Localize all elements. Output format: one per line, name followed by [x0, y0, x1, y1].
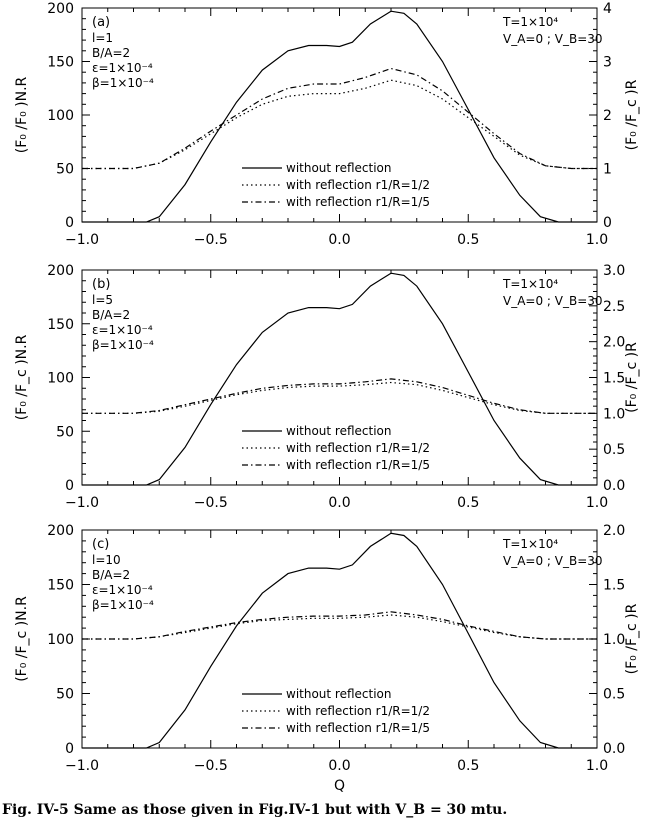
y-left-axis-label: (F₀ /F_c )N.R [14, 334, 30, 420]
y-right-tick-label: 1.5 [603, 578, 625, 594]
parameter-label: l=5 [92, 293, 113, 307]
y-left-tick-label: 100 [47, 108, 74, 124]
y-right-tick-label: 0.0 [603, 741, 625, 757]
y-right-tick-label: 2 [603, 108, 612, 124]
parameter-label: l=1 [92, 31, 113, 45]
y-right-tick-label: 0.0 [603, 478, 625, 494]
parameter-label: β=1×10⁻⁴ [92, 598, 154, 612]
parameter-label: B/A=2 [92, 568, 130, 582]
x-tick-label: 0.0 [328, 232, 350, 248]
legend-label: with reflection r1/R=1/5 [286, 721, 430, 735]
series-line [82, 614, 597, 640]
parameter-label: β=1×10⁻⁴ [92, 338, 154, 352]
legend-label: without reflection [286, 424, 392, 438]
y-left-tick-label: 100 [47, 632, 74, 648]
y-right-tick-label: 3 [603, 55, 612, 71]
x-tick-label: −1.0 [65, 758, 99, 774]
y-left-tick-label: 0 [65, 215, 74, 231]
y-right-tick-label: 2.5 [603, 299, 625, 315]
y-right-tick-label: 1.5 [603, 371, 625, 387]
parameter-label: V_A=0 ; V_B=30 [503, 294, 603, 308]
x-axis-label: Q [334, 778, 345, 794]
series-line [82, 10, 597, 223]
legend-label: with reflection r1/R=1/5 [286, 458, 430, 472]
y-left-tick-label: 150 [47, 55, 74, 71]
y-left-tick-label: 150 [47, 317, 74, 333]
y-left-tick-label: 150 [47, 578, 74, 594]
y-right-tick-label: 1.0 [603, 406, 625, 422]
x-tick-label: −0.5 [194, 495, 228, 511]
x-tick-label: 0.0 [328, 758, 350, 774]
x-tick-label: 0.5 [457, 232, 479, 248]
y-right-axis-label: (F₀ /F_c )R [624, 342, 640, 413]
parameter-label: V_A=0 ; V_B=30 [503, 32, 603, 46]
parameter-label: T=1×10⁴ [502, 537, 558, 551]
parameter-label: B/A=2 [92, 308, 130, 322]
parameter-label: l=10 [92, 553, 121, 567]
series-line [82, 381, 597, 414]
y-right-tick-label: 1.0 [603, 632, 625, 648]
x-tick-label: −1.0 [65, 495, 99, 511]
figure-caption: Fig. IV-5 Same as those given in Fig.IV-… [2, 802, 508, 818]
x-tick-label: −0.5 [194, 758, 228, 774]
panel-label: (c) [92, 537, 109, 552]
x-tick-label: 0.0 [328, 495, 350, 511]
y-left-tick-label: 0 [65, 741, 74, 757]
y-right-tick-label: 0.5 [603, 442, 625, 458]
y-left-tick-label: 50 [56, 162, 74, 178]
legend-label: with reflection r1/R=1/2 [286, 441, 430, 455]
parameter-label: ε=1×10⁻⁴ [92, 61, 153, 75]
x-tick-label: 1.0 [586, 232, 608, 248]
chart-panel-3: −1.0 −0.5 0.0 0.5 1.0 0 50 100 150 200 0.0 0.5 1.0 1.… [14, 523, 640, 794]
parameter-label: V_A=0 ; V_B=30 [503, 554, 603, 568]
y-right-axis-label: (F₀ /F_c )R [624, 603, 640, 674]
panel-label: (a) [92, 15, 110, 30]
x-tick-label: 0.5 [457, 758, 479, 774]
x-tick-label: 1.0 [586, 495, 608, 511]
series-line [82, 378, 597, 414]
y-left-tick-label: 50 [56, 687, 74, 703]
y-left-tick-label: 100 [47, 371, 74, 387]
legend-label: with reflection r1/R=1/5 [286, 195, 430, 209]
y-left-tick-label: 200 [47, 523, 74, 539]
y-left-tick-label: 200 [47, 263, 74, 279]
x-tick-label: 1.0 [586, 758, 608, 774]
y-right-tick-label: 3.0 [603, 263, 625, 279]
x-tick-label: −1.0 [65, 232, 99, 248]
legend-label: without reflection [286, 687, 392, 701]
series-line [82, 67, 597, 170]
parameter-label: ε=1×10⁻⁴ [92, 323, 153, 337]
x-tick-label: −0.5 [194, 232, 228, 248]
y-right-tick-label: 2.0 [603, 335, 625, 351]
x-tick-label: 0.5 [457, 495, 479, 511]
y-right-tick-label: 2.0 [603, 523, 625, 539]
y-left-tick-label: 200 [47, 1, 74, 17]
parameter-label: T=1×10⁴ [502, 15, 558, 29]
y-right-axis-label: (F₀ /F_c )R [624, 79, 640, 150]
parameter-label: B/A=2 [92, 46, 130, 60]
y-left-tick-label: 50 [56, 424, 74, 440]
series-line [82, 79, 597, 170]
y-left-axis-label: (F₀ /F_c )N.R [14, 596, 30, 682]
legend-label: without reflection [286, 161, 392, 175]
y-right-tick-label: 0.5 [603, 687, 625, 703]
parameter-label: T=1×10⁴ [502, 277, 558, 291]
legend-label: with reflection r1/R=1/2 [286, 178, 430, 192]
parameter-label: β=1×10⁻⁴ [92, 76, 154, 90]
series-line [82, 611, 597, 640]
legend-label: with reflection r1/R=1/2 [286, 704, 430, 718]
y-right-tick-label: 4 [603, 1, 612, 17]
parameter-label: ε=1×10⁻⁴ [92, 583, 153, 597]
y-left-tick-label: 0 [65, 478, 74, 494]
y-right-tick-label: 0 [603, 215, 612, 231]
panel-label: (b) [92, 277, 110, 292]
series-line [82, 272, 597, 486]
y-left-axis-label: (F₀ /F₀ )N.R [14, 76, 30, 153]
chart-panel-2: −1.0 −0.5 0.0 0.5 1.0 0 50 100 150 200 0.0 0.5 1.0 1.… [14, 263, 640, 511]
series-line [82, 532, 597, 749]
y-right-tick-label: 1 [603, 162, 612, 178]
